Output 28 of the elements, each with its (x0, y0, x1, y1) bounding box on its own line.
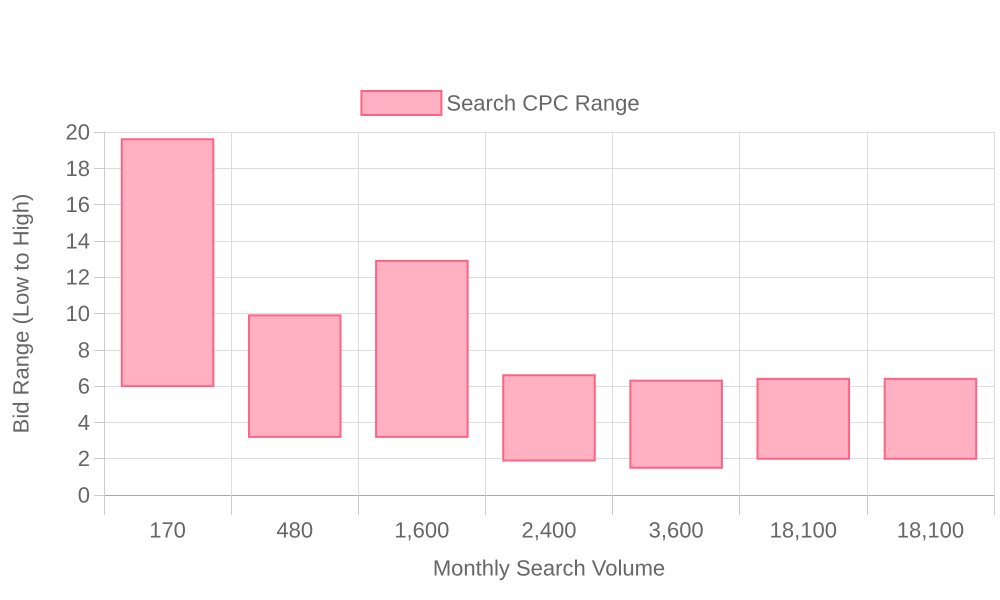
bar (884, 378, 978, 460)
y-tick-label: 16 (66, 192, 90, 218)
x-tick-label: 18,100 (896, 518, 964, 542)
y-tick-label: 10 (66, 301, 90, 326)
bar (502, 374, 596, 462)
x-tick-label: 3,600 (648, 518, 704, 542)
bar (375, 260, 469, 438)
x-tick-label: 2,400 (521, 518, 577, 542)
y-tick-label: 14 (66, 228, 90, 254)
y-tick-label: 6 (78, 374, 90, 399)
y-tick-label: 12 (66, 264, 90, 290)
y-tick-label: 8 (78, 337, 90, 362)
legend-label: Search CPC Range (446, 90, 640, 116)
y-tick-label: 2 (78, 446, 90, 472)
x-tick-label: 480 (276, 518, 314, 542)
x-tick-label: 1,600 (394, 518, 450, 542)
bar (756, 378, 850, 460)
y-tick-label: 18 (66, 156, 90, 181)
bar (120, 138, 214, 388)
bar (629, 380, 723, 469)
y-tick-label: 4 (78, 410, 90, 435)
bar (248, 314, 342, 438)
x-axis-title: Monthly Search Volume (432, 556, 666, 580)
y-tick-label: 0 (78, 482, 90, 508)
x-tick-label: 170 (149, 518, 186, 542)
x-tick-label: 18,100 (770, 518, 837, 542)
y-axis-title: Bid Range (Low to High) (8, 194, 34, 434)
y-tick-label: 20 (66, 120, 90, 144)
